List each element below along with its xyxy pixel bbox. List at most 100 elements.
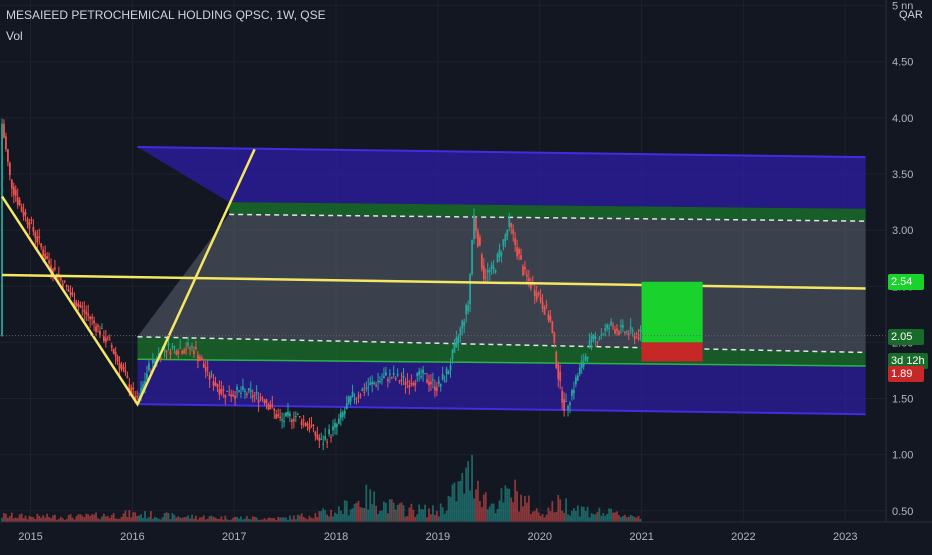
- candle-body: [629, 326, 632, 330]
- candle-body: [10, 179, 13, 189]
- candle-body: [414, 382, 417, 386]
- candle-body: [302, 419, 305, 421]
- volume-bar: [414, 516, 417, 522]
- candle-body: [398, 380, 401, 382]
- time-axis[interactable]: 2015 2016 2017 2018 2019 2020 2021 2022 2023: [18, 531, 857, 543]
- volume-bar: [500, 488, 503, 522]
- volume-bar: [110, 515, 113, 522]
- volume-bar: [537, 512, 540, 522]
- candle-body: [50, 265, 52, 271]
- candle-body: [571, 390, 573, 397]
- candle-body: [500, 252, 503, 256]
- overlays-layer[interactable]: [0, 148, 886, 407]
- drawings-layer[interactable]: [137, 146, 866, 416]
- volume-bar: [502, 502, 505, 522]
- volume-bar: [171, 513, 174, 522]
- candle-body: [416, 372, 419, 377]
- volume-bar: [63, 519, 66, 522]
- volume-bar: [443, 513, 446, 522]
- candle-body: [106, 337, 109, 339]
- candle-body: [443, 380, 446, 382]
- candle-body: [1, 123, 3, 336]
- volume-bar: [283, 517, 285, 522]
- x-tick-label: 2023: [833, 531, 857, 543]
- candle-body: [222, 389, 225, 391]
- symbol-title[interactable]: MESAIEED PETROCHEMICAL HOLDING QPSC, 1W,…: [6, 8, 326, 22]
- volume-bar: [486, 509, 489, 522]
- volume-bar: [480, 507, 483, 522]
- candle-body: [285, 412, 287, 417]
- candle-body: [102, 336, 105, 342]
- candle-body: [627, 333, 630, 335]
- candle-body: [357, 396, 360, 398]
- volume-bar: [140, 514, 142, 522]
- candle-body: [83, 309, 86, 313]
- volume-bar: [38, 515, 41, 522]
- volume-bar: [191, 514, 193, 522]
- volume-bar: [637, 515, 640, 522]
- candle-body: [410, 383, 413, 385]
- volume-bar: [512, 502, 515, 522]
- volume-bar: [612, 512, 614, 522]
- candle-body: [339, 412, 342, 419]
- candle-body: [610, 321, 613, 326]
- volume-bar: [600, 515, 603, 522]
- volume-bar: [216, 518, 219, 522]
- candle-body: [563, 399, 566, 411]
- volume-bar: [308, 515, 311, 522]
- volume-bar: [255, 517, 258, 522]
- volume-bar: [451, 484, 454, 522]
- volume-bar: [330, 509, 332, 522]
- candle-body: [136, 396, 139, 398]
- candle-body: [367, 386, 370, 388]
- volume-bar: [334, 512, 336, 522]
- candle-body: [67, 288, 70, 292]
- volume-bar: [277, 516, 280, 522]
- candle-body: [5, 136, 7, 150]
- volume-bar: [320, 511, 323, 522]
- candle-body: [514, 238, 517, 245]
- volume-bar: [312, 518, 315, 522]
- volume-bar: [471, 454, 473, 522]
- volume-bar: [353, 503, 356, 522]
- volume-bar: [488, 506, 491, 522]
- candle-body: [101, 327, 103, 329]
- volume-bar: [46, 513, 48, 522]
- candle-body: [28, 222, 31, 229]
- candle-body: [173, 346, 176, 348]
- candle-body: [208, 375, 211, 380]
- volume-bar: [67, 515, 70, 522]
- candle-body: [157, 353, 160, 357]
- volume-bar: [50, 518, 52, 522]
- volume-bar: [95, 512, 97, 522]
- volume-bar: [373, 491, 376, 522]
- volume-bar: [377, 513, 379, 522]
- volume-bar: [106, 516, 109, 522]
- volume-bar: [420, 509, 423, 522]
- volume-bar: [249, 519, 252, 522]
- volume-bar: [518, 511, 520, 522]
- volume-bar: [179, 517, 182, 522]
- candle-body: [373, 382, 376, 385]
- candle-body: [522, 266, 524, 276]
- candle-body: [275, 414, 278, 419]
- volume-bar: [527, 495, 530, 522]
- candle-body: [36, 236, 39, 243]
- volume-bar: [514, 479, 517, 522]
- candle-body: [467, 305, 470, 312]
- volume-bar: [146, 518, 148, 522]
- volume-bar: [455, 501, 458, 522]
- volume-bar: [126, 517, 129, 522]
- volume-indicator-label[interactable]: Vol: [6, 29, 23, 43]
- currency-label[interactable]: QAR: [896, 9, 926, 21]
- candle-body: [424, 373, 426, 375]
- candle-body: [230, 394, 233, 397]
- candle-body: [169, 351, 172, 355]
- candle-body: [198, 356, 201, 362]
- volume-bar: [404, 516, 407, 522]
- volume-bar: [198, 517, 201, 522]
- horizontal-trend-line: [2, 273, 866, 290]
- volume-bar: [173, 514, 176, 522]
